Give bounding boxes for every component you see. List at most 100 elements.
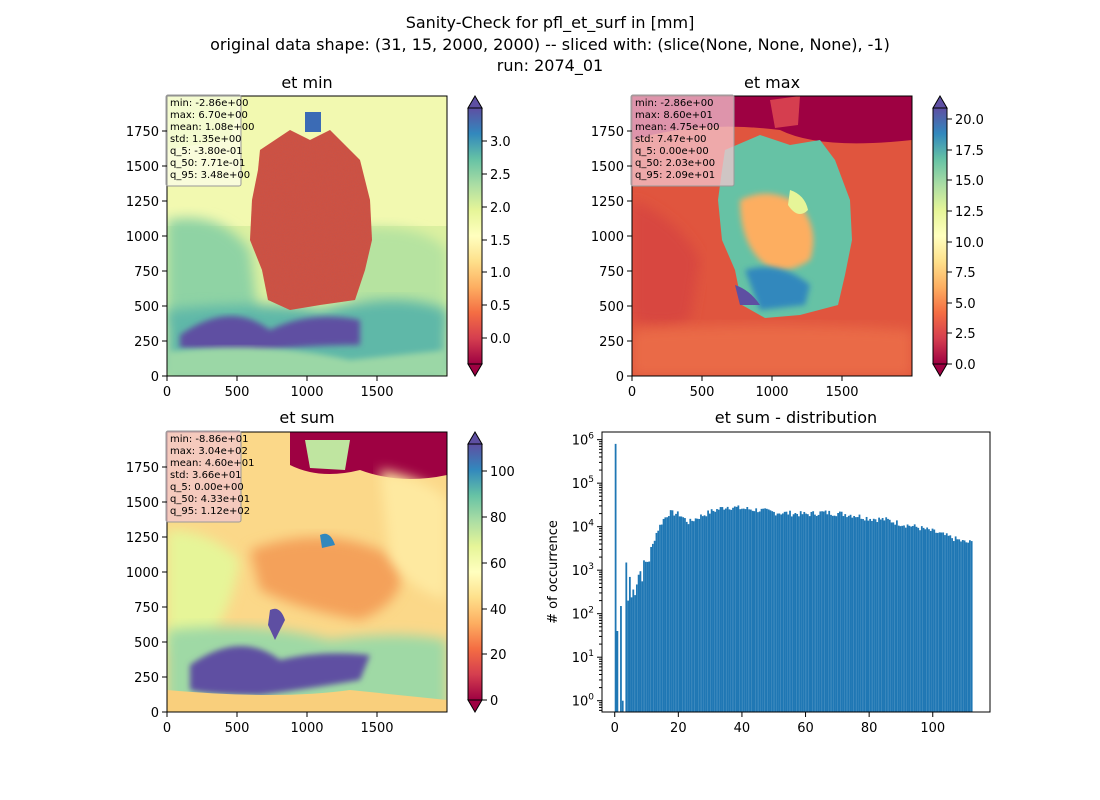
histogram-bar bbox=[637, 574, 640, 712]
distribution-ylabel: # of occurrence bbox=[546, 520, 561, 624]
histogram-bar bbox=[760, 508, 763, 712]
histogram-bar bbox=[890, 522, 893, 712]
stats-line: min: -2.86e+00 bbox=[170, 98, 249, 109]
distribution-xaxis: 0 20 40 60 80 100 bbox=[611, 712, 945, 736]
histogram-bar bbox=[922, 527, 925, 712]
et-sum-title: et sum bbox=[279, 408, 334, 427]
stats-line: q_95: 3.48e+00 bbox=[170, 170, 250, 181]
histogram-bar bbox=[908, 525, 911, 712]
histogram-bar bbox=[659, 524, 661, 712]
histogram-bar bbox=[620, 606, 622, 712]
histogram-bar bbox=[737, 505, 740, 712]
histogram-bar bbox=[789, 510, 791, 712]
histogram-bar bbox=[792, 514, 795, 712]
histogram-bar bbox=[774, 515, 777, 712]
histogram-bar bbox=[961, 540, 964, 712]
histogram-bar bbox=[812, 511, 815, 712]
colorbar-tick-label: 15.0 bbox=[955, 174, 984, 189]
y-tick-label: 1000 bbox=[126, 566, 159, 581]
x-tick-label: 0 bbox=[628, 385, 636, 400]
histogram-bar bbox=[696, 518, 699, 712]
histogram-bar bbox=[692, 521, 695, 712]
y-tick-label: 1250 bbox=[591, 195, 624, 210]
histogram-bar bbox=[872, 518, 875, 712]
histogram-bar bbox=[824, 510, 827, 712]
histogram-bar bbox=[682, 517, 685, 712]
colorbar-tick-label: 100 bbox=[490, 465, 515, 480]
histogram-bar bbox=[787, 514, 790, 712]
histogram-bar bbox=[904, 527, 907, 712]
x-tick-label: 0 bbox=[163, 721, 171, 736]
histogram-bar bbox=[830, 514, 832, 712]
histogram-bar bbox=[676, 511, 679, 712]
histogram-bar bbox=[755, 508, 758, 712]
histogram-bar bbox=[739, 509, 742, 712]
histogram-bar bbox=[885, 517, 888, 712]
y-tick-label: 1000 bbox=[591, 230, 624, 245]
stats-line: q_5: 0.00e+00 bbox=[170, 482, 244, 493]
histogram-bar bbox=[897, 525, 900, 712]
histogram-bar bbox=[833, 515, 836, 712]
colorbar-tick-label: 12.5 bbox=[955, 205, 984, 220]
et-sum-stats-box: min: -8.86e+01 max: 3.04e+02 mean: 4.60e… bbox=[165, 430, 254, 523]
colorbar-tick-label: 40 bbox=[490, 603, 507, 618]
stats-line: mean: 1.08e+00 bbox=[170, 122, 254, 133]
y-tick-label: 0 bbox=[616, 370, 624, 385]
histogram-bar bbox=[796, 513, 799, 712]
x-tick-label: 40 bbox=[734, 721, 751, 736]
colorbar-tick-label: 1.0 bbox=[490, 266, 511, 281]
colorbar-tick-label: 2.0 bbox=[490, 201, 511, 216]
histogram-bar bbox=[632, 589, 635, 712]
histogram-bar bbox=[844, 514, 847, 712]
histogram-bar bbox=[664, 517, 667, 712]
y-tick-label: 750 bbox=[134, 265, 159, 280]
et-min-yaxis: 0 250 500 750 1000 1250 1500 1750 bbox=[126, 125, 167, 385]
x-tick-label: 80 bbox=[861, 721, 878, 736]
et-min-stats-box: min: -2.86e+00 max: 6.70e+00 mean: 1.08e… bbox=[165, 94, 254, 187]
histogram-bar bbox=[669, 510, 672, 712]
histogram-bar bbox=[621, 700, 624, 712]
y-tick-label: 0 bbox=[151, 706, 159, 721]
histogram-bar bbox=[783, 511, 786, 712]
y-tick-label: 106 bbox=[572, 432, 595, 449]
histogram-bar bbox=[945, 533, 948, 712]
histogram-bar bbox=[728, 509, 731, 712]
histogram-bar bbox=[970, 541, 973, 712]
histogram-bar bbox=[668, 516, 670, 712]
histogram-bar bbox=[653, 540, 656, 712]
y-tick-label: 103 bbox=[572, 562, 594, 579]
histogram-bar bbox=[851, 517, 854, 712]
histogram-bar bbox=[806, 514, 809, 712]
colorbar-tick-label: 5.0 bbox=[955, 297, 976, 312]
x-tick-label: 500 bbox=[225, 721, 250, 736]
histogram-bar bbox=[862, 519, 864, 712]
histogram-bar bbox=[892, 522, 895, 712]
histogram-bar bbox=[655, 532, 658, 712]
colorbar-tick-label: 20.0 bbox=[955, 113, 984, 128]
histogram-bar bbox=[771, 511, 774, 712]
histogram-bar bbox=[717, 509, 720, 712]
et-max-title: et max bbox=[744, 73, 800, 92]
histogram-bar bbox=[949, 535, 952, 712]
histogram-bar bbox=[746, 507, 749, 712]
histogram-bar bbox=[650, 546, 652, 712]
histogram-bar bbox=[666, 517, 669, 712]
histogram-bar bbox=[757, 512, 759, 712]
histogram-bar bbox=[630, 597, 633, 712]
figure-title-line-2: original data shape: (31, 15, 2000, 2000… bbox=[210, 35, 890, 54]
histogram-bar bbox=[748, 509, 750, 712]
et-sum-panel: et sum min: -8.86e+01 max: 3.04e+02 mean… bbox=[126, 408, 515, 736]
et-min-xaxis: 0 500 1000 1500 bbox=[163, 376, 394, 400]
histogram-bar bbox=[878, 517, 880, 712]
histogram-bar bbox=[762, 508, 765, 712]
histogram-bar bbox=[657, 530, 660, 712]
x-tick-label: 20 bbox=[670, 721, 687, 736]
stats-line: std: 7.47e+00 bbox=[635, 134, 707, 145]
y-tick-label: 102 bbox=[572, 606, 594, 623]
histogram-bar bbox=[634, 595, 636, 712]
histogram-bar bbox=[883, 520, 886, 712]
histogram-bar bbox=[790, 516, 793, 712]
stats-line: q_95: 2.09e+01 bbox=[635, 170, 715, 181]
histogram-bar bbox=[919, 530, 921, 712]
